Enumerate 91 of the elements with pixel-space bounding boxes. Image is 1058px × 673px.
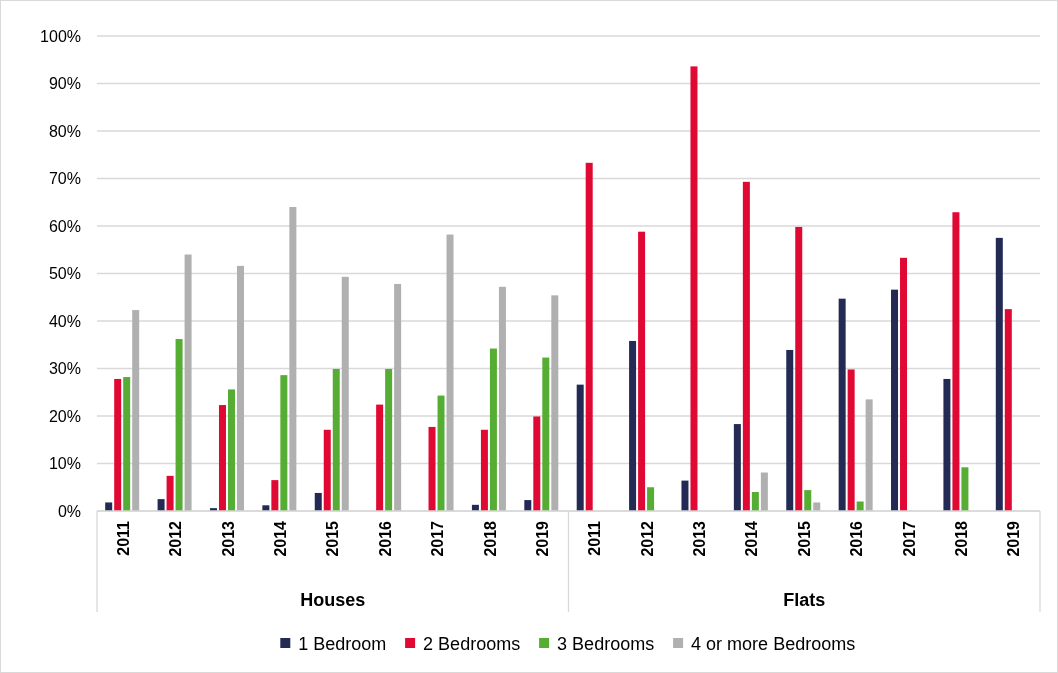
bar <box>733 424 741 511</box>
y-tick-label: 80% <box>48 122 81 140</box>
bar <box>576 384 584 511</box>
y-tick-label: 90% <box>48 75 81 93</box>
bar <box>786 349 794 511</box>
bar <box>323 429 331 511</box>
bar <box>332 368 340 511</box>
bar <box>585 162 593 511</box>
bar <box>394 283 402 511</box>
bar <box>681 480 689 511</box>
x-tick-label: 2017 <box>429 520 447 557</box>
y-tick-label: 100% <box>40 27 81 45</box>
bar <box>542 357 550 511</box>
bar <box>995 237 1003 511</box>
x-tick-label: 2014 <box>271 520 289 557</box>
x-tick-label: 2017 <box>900 520 918 557</box>
bar <box>1004 309 1012 511</box>
x-tick-label: 2015 <box>795 520 813 557</box>
x-tick-label: 2018 <box>481 520 499 557</box>
y-tick-label: 60% <box>48 217 81 235</box>
legend-label: 4 or more Bedrooms <box>691 634 856 655</box>
y-tick-label: 50% <box>48 265 81 283</box>
y-tick-label: 0% <box>57 502 81 520</box>
bar <box>847 369 855 511</box>
legend-label: 1 Bedroom <box>298 634 387 655</box>
y-tick-label: 20% <box>48 407 81 425</box>
bar <box>838 298 846 511</box>
x-tick-label: 2013 <box>691 520 709 557</box>
legend-label: 3 Bedrooms <box>557 634 655 655</box>
bar <box>227 389 235 511</box>
bar <box>218 405 226 511</box>
x-tick-label: 2011 <box>114 520 132 556</box>
text: Houses <box>300 590 366 610</box>
bar <box>114 378 122 511</box>
bar <box>804 490 812 511</box>
x-tick-label: 2015 <box>324 520 342 557</box>
y-tick-label: 70% <box>48 170 81 188</box>
bar <box>437 395 445 511</box>
bar <box>865 399 873 511</box>
bar <box>638 231 646 511</box>
bar <box>280 375 288 511</box>
bar <box>132 310 140 511</box>
bar <box>289 207 297 511</box>
x-tick-label: 2018 <box>953 520 971 557</box>
bar <box>900 257 908 511</box>
x-tick-label: 2016 <box>848 520 866 557</box>
bar <box>742 181 750 511</box>
bar <box>341 276 349 511</box>
bar <box>428 426 436 511</box>
text: Flats <box>783 590 826 610</box>
x-tick-label: 2013 <box>219 520 237 557</box>
bar <box>751 492 759 511</box>
bar <box>123 377 131 511</box>
bar <box>166 475 174 511</box>
x-tick-label: 2012 <box>638 520 656 557</box>
bar <box>551 295 559 511</box>
x-tick-label: 2019 <box>533 520 551 557</box>
x-tick-label: 2012 <box>167 520 185 557</box>
bar <box>157 499 165 511</box>
bar <box>480 429 488 511</box>
bar <box>891 289 899 511</box>
bar <box>105 502 113 511</box>
bar <box>498 286 506 511</box>
bar <box>690 66 698 511</box>
x-tick-label: 2014 <box>743 520 761 557</box>
bar <box>489 348 497 511</box>
bar <box>236 265 244 511</box>
x-tick-label: 2019 <box>1005 520 1023 557</box>
bar <box>385 368 393 511</box>
bar <box>184 254 192 511</box>
bar <box>271 480 279 511</box>
bar <box>446 234 454 511</box>
bar <box>629 340 637 511</box>
bar <box>376 404 384 511</box>
bar <box>524 500 532 511</box>
bar <box>760 472 768 511</box>
y-tick-label: 40% <box>48 312 81 330</box>
bar <box>533 416 541 511</box>
bar <box>952 212 960 511</box>
y-tick-label: 30% <box>48 360 81 378</box>
bar <box>813 502 821 511</box>
y-tick-label: 10% <box>48 455 81 473</box>
bar <box>943 378 951 511</box>
bar <box>795 226 803 511</box>
bar <box>314 492 322 511</box>
legend-label: 2 Bedrooms <box>423 634 521 655</box>
bar <box>175 339 183 511</box>
x-tick-label: 2016 <box>376 520 394 557</box>
bar <box>961 467 969 511</box>
bar <box>647 487 655 511</box>
x-tick-label: 2011 <box>586 520 604 556</box>
